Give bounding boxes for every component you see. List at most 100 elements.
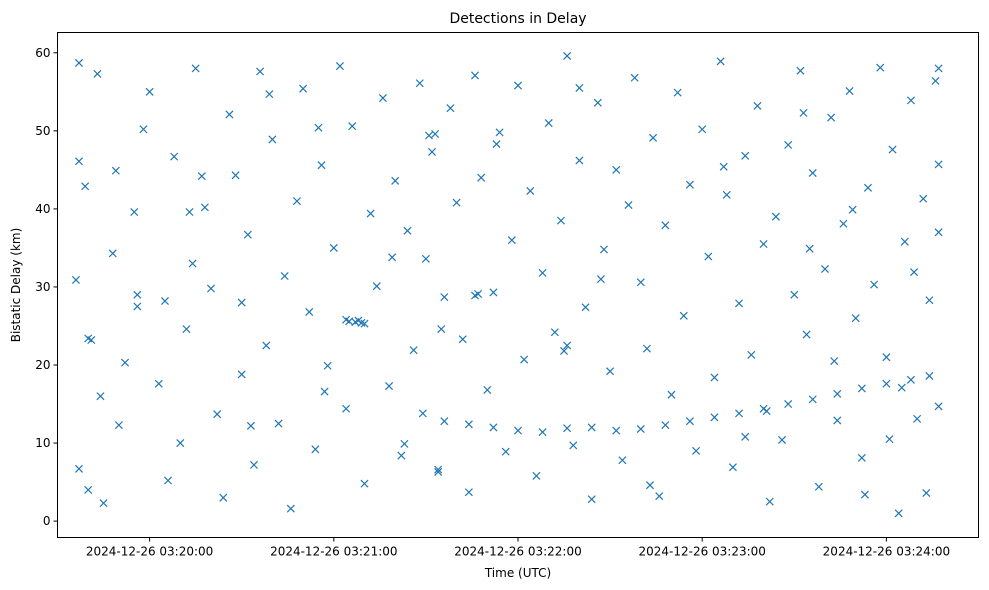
data-point-marker [906, 96, 915, 105]
data-point-marker [191, 64, 200, 73]
data-point-marker [575, 156, 584, 165]
y-axis-label: Bistatic Delay (km) [9, 228, 23, 343]
data-point-marker [418, 409, 427, 418]
data-point-marker [630, 73, 639, 82]
data-point-marker [934, 402, 943, 411]
data-point-marker [925, 296, 934, 305]
data-point-marker [753, 101, 762, 110]
data-point-marker [882, 379, 891, 388]
data-point-marker [74, 157, 84, 166]
data-point-marker [483, 385, 492, 395]
data-point-marker [154, 379, 163, 388]
data-point-marker [311, 445, 320, 454]
data-point-marker [771, 212, 780, 221]
data-point-marker [225, 110, 234, 119]
data-point-marker [857, 453, 866, 462]
data-point-marker [805, 244, 814, 253]
y-tick-label: 50 [35, 124, 50, 138]
data-point-marker [415, 79, 424, 88]
data-point-marker [243, 230, 252, 239]
data-point-marker [741, 432, 750, 441]
data-point-marker [213, 410, 222, 419]
data-point-marker [114, 421, 123, 430]
data-point-marker [563, 341, 572, 350]
data-point-marker [206, 284, 216, 293]
data-point-marker [857, 384, 866, 393]
data-point-marker [897, 383, 906, 392]
data-point-marker [139, 125, 148, 134]
data-point-marker [885, 435, 894, 444]
data-point-marker [74, 464, 84, 473]
y-tick-label: 60 [35, 46, 50, 60]
data-point-marker [409, 346, 418, 355]
data-point-marker [182, 325, 191, 334]
data-point-marker [84, 485, 93, 494]
data-point-marker [342, 404, 351, 413]
data-point-marker [329, 243, 338, 252]
data-point-marker [286, 504, 295, 513]
data-point-marker [314, 123, 323, 132]
data-point-marker [489, 288, 498, 297]
data-point-marker [431, 129, 440, 138]
data-point-marker [777, 435, 787, 444]
data-point-marker [550, 328, 559, 337]
data-point-marker [378, 94, 387, 103]
data-point-marker [388, 253, 397, 262]
data-point-marker [538, 428, 547, 437]
data-point-marker [185, 207, 194, 217]
x-tick-label: 2024-12-26 03:23:00 [638, 545, 765, 559]
data-point-marker [765, 497, 774, 506]
data-point-marker [934, 160, 943, 169]
data-point-marker [440, 293, 449, 302]
data-point-marker [808, 168, 817, 178]
data-point-marker [762, 407, 771, 416]
data-point-marker [320, 387, 329, 396]
data-point-marker [581, 303, 590, 312]
data-point-marker [317, 161, 326, 170]
data-point-marker [452, 198, 461, 207]
data-point-marker [532, 471, 541, 480]
data-point-marker [428, 147, 437, 156]
data-point-marker [636, 278, 645, 287]
data-point-marker [507, 236, 516, 245]
data-point-marker [93, 69, 102, 78]
data-point-marker [424, 131, 433, 140]
data-point-marker [848, 205, 857, 214]
data-point-marker [237, 370, 246, 379]
data-point-marker [305, 307, 314, 316]
data-point-marker [366, 209, 375, 218]
data-point-marker [434, 467, 443, 476]
data-point-marker [820, 264, 830, 274]
data-point-marker [925, 371, 934, 380]
data-point-marker [237, 298, 246, 307]
data-point-marker [99, 499, 108, 508]
data-point-marker [121, 358, 130, 367]
data-point-marker [188, 259, 197, 268]
data-point-marker [931, 76, 940, 85]
data-point-marker [704, 252, 713, 261]
data-point-marker [200, 203, 209, 212]
data-point-marker [265, 90, 274, 99]
y-axis: 0 10 20 30 40 50 60 [35, 46, 58, 528]
data-point-marker [145, 87, 154, 96]
data-point-marker [863, 183, 873, 192]
data-point-marker [108, 249, 117, 258]
data-point-marker [403, 226, 412, 235]
data-point-marker [790, 290, 799, 299]
data-point-marker [249, 460, 259, 469]
x-axis-label: Time (UTC) [484, 566, 551, 580]
data-point-marker [446, 104, 455, 113]
data-point-marker [538, 268, 547, 277]
data-point-marker [728, 463, 737, 472]
data-point-marker [520, 355, 529, 364]
data-point-marker [74, 58, 84, 67]
data-point-marker [934, 228, 943, 237]
data-point-marker [808, 395, 817, 404]
data-point-marker [735, 409, 744, 418]
y-tick-label: 10 [35, 436, 50, 450]
data-point-marker [645, 481, 655, 490]
data-point-marker [569, 441, 578, 450]
data-point-marker [299, 84, 308, 93]
data-point-marker [784, 140, 793, 149]
data-point-marker [458, 335, 467, 344]
